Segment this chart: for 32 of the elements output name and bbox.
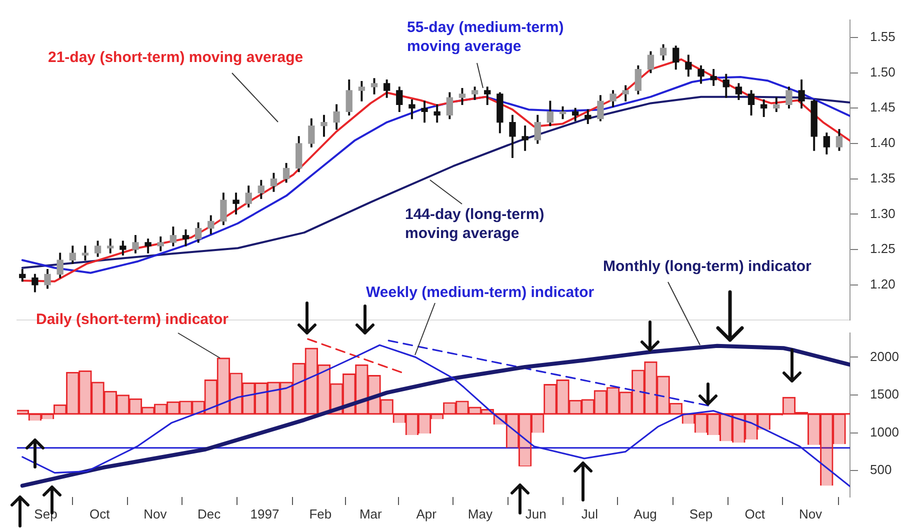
y-tick-label: 2000 (870, 348, 899, 364)
y-tick-label: 1.20 (870, 276, 896, 292)
series-label: Daily (short-term) indicator (36, 311, 229, 328)
x-tick-label: Apr (416, 506, 438, 522)
x-tick-label: Sep (689, 506, 713, 522)
series-label: 144-day (long-term) moving average (405, 206, 544, 242)
x-tick-label: Oct (89, 506, 110, 522)
y-tick-label: 500 (870, 462, 892, 478)
y-tick-label: 1500 (870, 386, 899, 402)
y-tick-label: 1.30 (870, 206, 896, 221)
y-tick-label: 1.55 (870, 29, 896, 44)
x-tick-label: 1997 (250, 506, 280, 522)
y-tick-label: 1.50 (870, 64, 896, 80)
x-tick-label: Oct (744, 506, 766, 522)
x-tick-label: Nov (798, 506, 823, 522)
y-tick-label: 1.45 (870, 100, 896, 115)
x-tick-label: Nov (144, 506, 168, 522)
x-tick-label: Mar (359, 506, 383, 522)
y-tick-label: 1.40 (870, 135, 896, 150)
x-tick-label: Aug (634, 506, 657, 522)
y-tick-label: 1000 (870, 424, 899, 440)
x-tick-label: Jul (581, 506, 598, 522)
text: Weekly (medium-term) indicator (366, 284, 594, 302)
text: 55-day (medium-term) moving average (407, 19, 564, 56)
text: Monthly (long-term) indicator (603, 258, 812, 276)
text: 21-day (short-term) moving average (48, 49, 304, 66)
x-tick-label: May (468, 506, 493, 522)
x-tick-label: Feb (309, 506, 332, 522)
y-tick-label: 1.35 (870, 170, 896, 186)
x-tick-label: Dec (198, 506, 222, 522)
x-tick-label: Jun (525, 506, 546, 522)
y-tick-label: 1.25 (870, 241, 896, 256)
